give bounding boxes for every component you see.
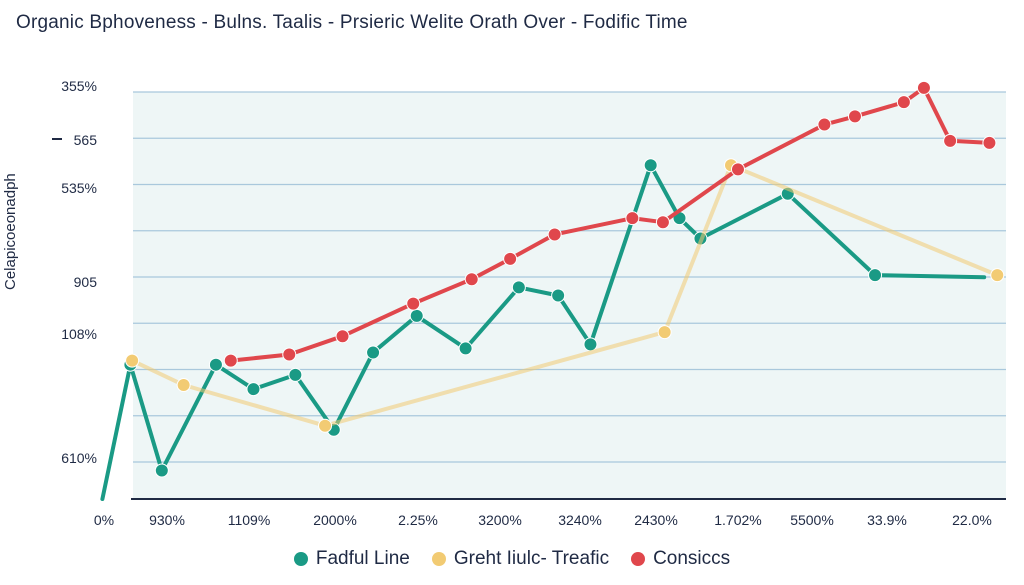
data-point [643,158,658,173]
plot-area [133,92,1006,499]
legend-item-traffic: Greht Iiulc- Treafic [431,548,610,570]
data-point [817,117,832,132]
series-line [228,85,992,363]
x-tick-label: 1109% [228,512,271,528]
data-point [868,268,883,283]
data-point [282,347,297,362]
data-point [154,463,169,478]
legend-item-fadful-line: Fadful Line [293,548,410,570]
series-layer [100,80,1005,501]
data-point [464,272,479,287]
data-point [547,227,562,242]
data-point [335,329,350,344]
x-tick-label: 22.0% [952,512,992,528]
data-point [511,280,526,295]
tick-labels: 355% 565 535% 905 108% 610% 0% 930% 1109% 2000% 2.… [52,78,992,528]
data-point [366,345,381,360]
data-point [223,353,238,368]
data-point [208,357,223,372]
data-point [458,341,473,356]
x-tick-label: 0% [94,512,114,528]
data-point [990,268,1005,283]
data-point [125,353,140,368]
data-point [982,135,997,150]
x-tick-label: 2430% [634,512,678,528]
x-tick-label: 2000% [313,512,357,528]
legend-item-consiccs: Consiccs [631,548,730,570]
data-point [409,308,424,323]
data-point [943,133,958,148]
y-tick-label: 535% [61,180,97,196]
x-tick-label: 930% [149,512,185,528]
legend-label-traffic: Greht Iiulc- Treafic [453,548,610,569]
y-tick-label: 108% [61,326,97,342]
data-point [847,109,862,124]
y-tick-label: 610% [61,450,97,466]
x-tick-label: 2.25% [398,512,438,528]
data-point [176,378,191,393]
data-point [503,251,518,266]
x-tick-label: 33.9% [867,512,907,528]
legend-swatch-fadful-line [293,552,308,566]
x-tick-label: 5500% [790,512,834,528]
data-point [318,418,333,433]
chart-title: Organic Bphoveness - Bulns. Taalis - Prs… [16,12,688,33]
legend-swatch-traffic [431,552,446,566]
y-tick-label: 565 [74,132,98,148]
series-line [130,163,1000,428]
x-tick-label: 1.702% [714,512,761,528]
y-tick-label: 355% [61,78,97,94]
x-tick-label: 3200% [478,512,522,528]
data-point [551,288,566,303]
legend-label-consiccs: Consiccs [653,548,731,569]
data-point [583,337,598,352]
legend-swatch-consiccs [631,552,646,566]
data-point [916,80,931,95]
legend: Fadful Line Greht Iiulc- Treafic Consicc… [0,548,1024,570]
data-point [406,296,421,311]
data-point [288,367,303,382]
data-point [730,162,745,177]
data-point [246,382,261,397]
data-point [625,211,640,226]
y-tick-label: 905 [74,274,98,290]
data-point [655,215,670,230]
data-point [657,325,672,340]
x-tick-label: 3240% [558,512,602,528]
legend-label-fadful-line: Fadful Line [315,548,410,569]
data-point [896,95,911,110]
